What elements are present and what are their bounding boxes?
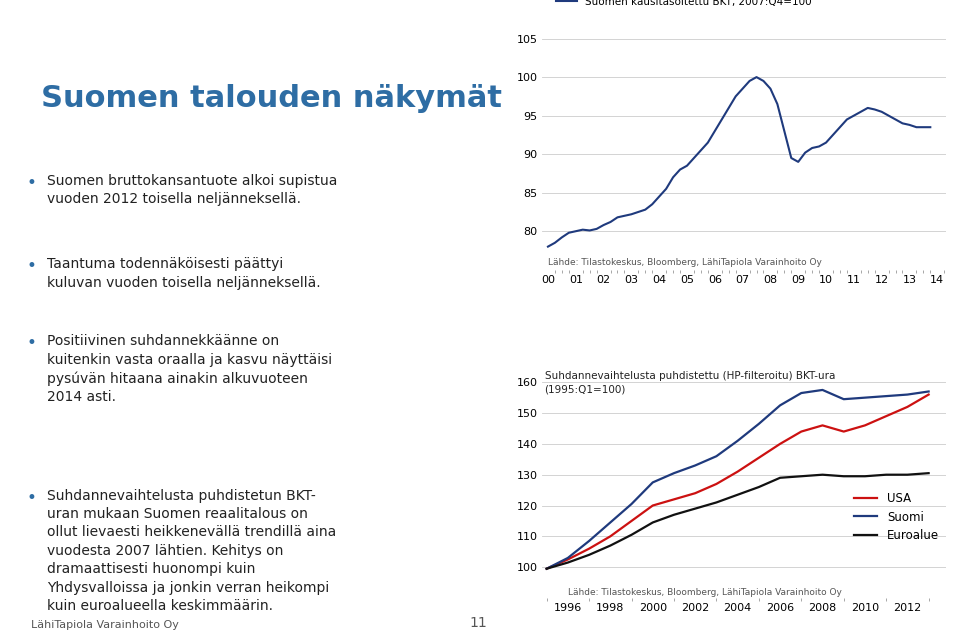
USA [732, 467, 743, 475]
Euroalue [775, 474, 786, 482]
Suomi [605, 519, 616, 527]
Suomi [775, 401, 786, 409]
Suomi [923, 388, 934, 395]
Suomi [710, 453, 722, 460]
Text: •: • [26, 334, 36, 352]
USA [668, 496, 680, 503]
USA [605, 532, 616, 540]
Suomi [817, 386, 828, 394]
Euroalue [710, 498, 722, 506]
Legend: Suomen kausitasoitettu BKT, 2007:Q4=100: Suomen kausitasoitettu BKT, 2007:Q4=100 [552, 0, 816, 12]
USA [859, 422, 871, 430]
Euroalue [901, 471, 913, 478]
Euroalue [563, 559, 574, 566]
Suomi [732, 437, 743, 445]
USA [540, 565, 552, 572]
USA [647, 502, 659, 509]
Euroalue [838, 473, 850, 480]
Line: Suomi: Suomi [546, 390, 928, 568]
USA [710, 480, 722, 488]
Suomi [859, 394, 871, 401]
Text: Suhdannevaihtelusta puhdistettu (HP-filteroitu) BKT-ura
(1995:Q1=100): Suhdannevaihtelusta puhdistettu (HP-filt… [544, 372, 835, 395]
USA [626, 517, 637, 525]
Text: LähiTapiola Varainhoito Oy: LähiTapiola Varainhoito Oy [31, 620, 179, 630]
USA [689, 489, 701, 497]
USA [753, 454, 764, 462]
USA [923, 391, 934, 399]
Euroalue [880, 471, 892, 478]
USA [880, 412, 892, 420]
Suomi [689, 462, 701, 469]
Euroalue [605, 542, 616, 550]
Euroalue [626, 531, 637, 539]
Text: Taantuma todennäköisesti päättyi
kuluvan vuoden toisella neljänneksellä.: Taantuma todennäköisesti päättyi kuluvan… [47, 257, 321, 289]
Line: Euroalue: Euroalue [546, 473, 928, 568]
Text: Suomen talouden näkymät: Suomen talouden näkymät [41, 84, 502, 113]
Euroalue [753, 483, 764, 491]
Euroalue [859, 473, 871, 480]
Euroalue [647, 519, 659, 527]
Suomi [647, 478, 659, 486]
Euroalue [923, 469, 934, 477]
Euroalue [817, 471, 828, 478]
Text: •: • [26, 174, 36, 192]
Text: 11: 11 [469, 616, 488, 630]
Text: •: • [26, 257, 36, 275]
Suomi [753, 420, 764, 428]
Suomi [626, 500, 637, 508]
Text: •: • [26, 489, 36, 507]
Euroalue [584, 551, 595, 559]
Euroalue [689, 505, 701, 512]
USA [584, 545, 595, 552]
USA [796, 428, 807, 435]
Euroalue [668, 511, 680, 519]
USA [775, 440, 786, 448]
Text: Positiivinen suhdannekkäänne on
kuitenkin vasta oraalla ja kasvu näyttäisi
pysúv: Positiivinen suhdannekkäänne on kuitenki… [47, 334, 332, 404]
Suomi [880, 392, 892, 400]
Suomi [838, 395, 850, 403]
Suomi [901, 391, 913, 399]
Suomi [668, 469, 680, 477]
Legend: USA, Suomi, Euroalue: USA, Suomi, Euroalue [849, 487, 944, 547]
Euroalue [540, 565, 552, 572]
Suomi [796, 389, 807, 397]
Euroalue [796, 473, 807, 480]
USA [563, 556, 574, 563]
Suomi [584, 537, 595, 545]
USA [817, 422, 828, 430]
Suomi [563, 554, 574, 562]
Euroalue [732, 491, 743, 498]
Text: Suomen bruttokansantuote alkoi supistua
vuoden 2012 toisella neljänneksellä.: Suomen bruttokansantuote alkoi supistua … [47, 174, 337, 206]
USA [901, 403, 913, 411]
Text: Lähde: Tilastokeskus, Bloomberg, LähiTapiola Varainhoito Oy: Lähde: Tilastokeskus, Bloomberg, LähiTap… [568, 588, 842, 597]
Line: USA: USA [546, 395, 928, 568]
Suomi [540, 565, 552, 572]
USA [838, 428, 850, 435]
Text: Suhdannevaihtelusta puhdistetun BKT-
uran mukaan Suomen reaalitalous on
ollut li: Suhdannevaihtelusta puhdistetun BKT- ura… [47, 489, 336, 613]
Text: Lähde: Tilastokeskus, Bloomberg, LähiTapiola Varainhoito Oy: Lähde: Tilastokeskus, Bloomberg, LähiTap… [548, 258, 822, 267]
